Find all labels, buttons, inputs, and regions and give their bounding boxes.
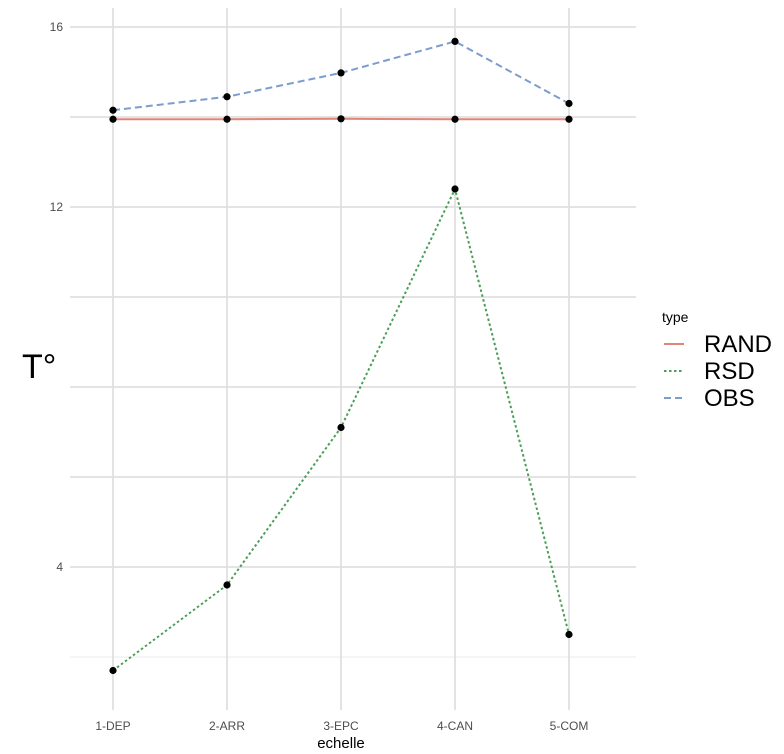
legend-title: type xyxy=(662,309,689,325)
y-axis-title: T° xyxy=(22,348,56,386)
x-tick-label: 4-CAN xyxy=(437,719,473,733)
x-tick-label: 3-EPC xyxy=(323,719,359,733)
grid xyxy=(70,8,636,710)
points xyxy=(109,37,573,675)
data-point-rsd xyxy=(223,581,231,589)
y-tick-label: 4 xyxy=(56,560,63,574)
data-point-rand xyxy=(565,115,573,123)
data-point-rsd xyxy=(451,185,459,193)
legend-label-obs: OBS xyxy=(704,385,755,412)
data-point-obs xyxy=(337,69,345,77)
data-point-obs xyxy=(565,99,573,108)
legend-label-rand: RAND xyxy=(704,331,772,358)
data-point-rand xyxy=(109,115,117,123)
x-tick-label: 1-DEP xyxy=(95,719,130,733)
data-point-rsd xyxy=(109,666,117,675)
y-tick-label: 12 xyxy=(50,200,64,214)
data-point-obs xyxy=(109,106,117,114)
x-tick-label: 2-ARR xyxy=(209,719,245,733)
legend-label-rsd: RSD xyxy=(704,358,755,385)
data-point-rand xyxy=(337,115,345,123)
x-axis-title: echelle xyxy=(317,735,365,752)
data-point-rand xyxy=(223,115,231,123)
tick-labels: 4 12 16 1-DEP 2-ARR 3-EPC 4-CAN 5-COM xyxy=(50,20,589,733)
data-point-rand xyxy=(451,115,459,123)
y-tick-label: 16 xyxy=(50,20,64,34)
data-point-rsd xyxy=(565,630,573,639)
data-point-obs xyxy=(223,93,231,101)
x-tick-label: 5-COM xyxy=(550,719,589,733)
data-point-rsd xyxy=(337,423,345,432)
data-point-obs xyxy=(451,37,459,46)
